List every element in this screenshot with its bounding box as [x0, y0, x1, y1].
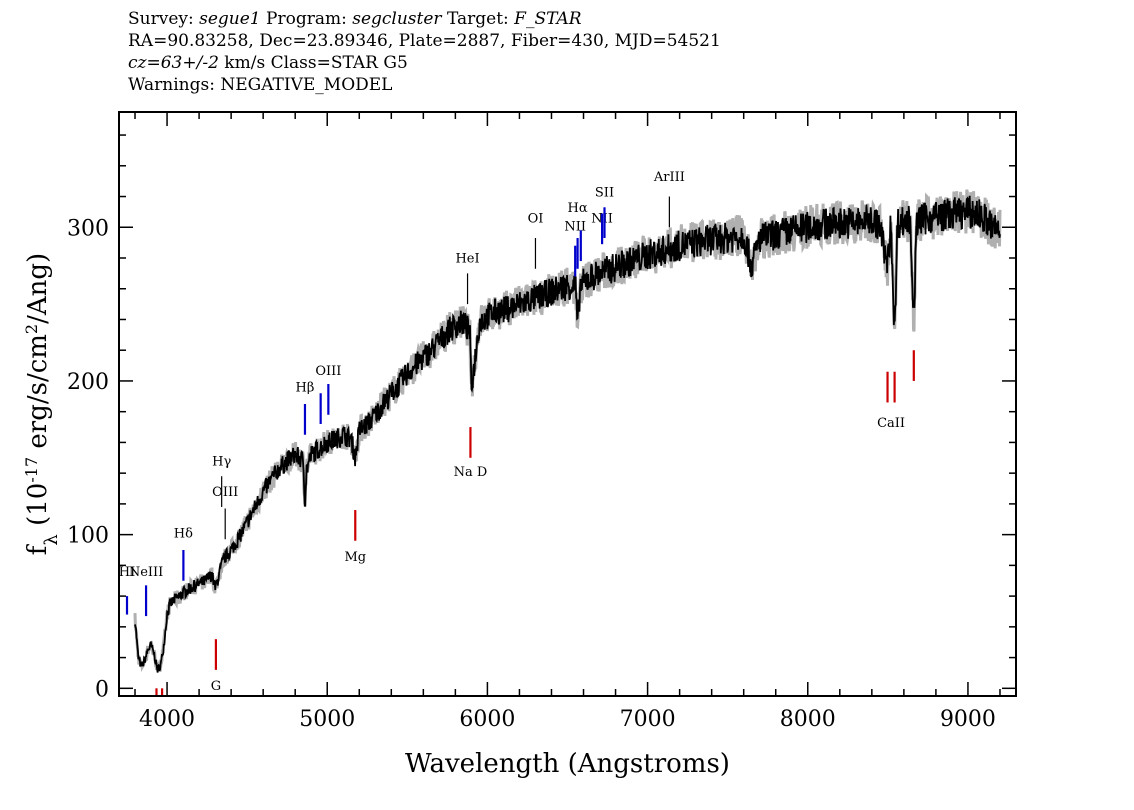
emission-line-label: Hδ — [174, 527, 193, 542]
emission-line-label: HI — [119, 565, 135, 580]
emission-line-label: Hα — [568, 201, 588, 216]
emission-line-label: SII — [595, 186, 614, 201]
flux-layer — [134, 195, 1001, 673]
x-tick-label: 5000 — [299, 707, 355, 732]
spectral-line-markers: HINeIIIHδHγOIIIHβOIIIHeIOINIIHαNIISIIArI… — [119, 170, 915, 696]
x-tick-label: 8000 — [780, 707, 836, 732]
spectrum-header: Survey: segue1 Program: segcluster Targe… — [128, 8, 721, 96]
x-tick-label: 4000 — [139, 707, 195, 732]
target-label: Target: — [446, 9, 509, 29]
target-value: F_STAR — [514, 9, 582, 29]
emission-line-label: OIII — [212, 485, 238, 500]
y-axis-title-part: /Ang) — [23, 253, 53, 324]
survey-value: segue1 — [199, 9, 261, 29]
y-axis-title-part: (10 — [23, 483, 53, 535]
y-tick-label: 100 — [67, 524, 109, 549]
absorption-line-label: Mg — [344, 550, 366, 565]
y-axis-title-part: -17 — [22, 457, 41, 483]
header-line-survey: Survey: segue1 Program: segcluster Targe… — [128, 8, 721, 30]
program-label: Program: — [266, 9, 347, 29]
y-axis-title-part: erg/s/cm — [23, 334, 53, 457]
absorption-line-label: CaII — [877, 416, 905, 431]
redshift-value: cz=63+/-2 — [128, 53, 219, 73]
y-tick-label: 0 — [95, 677, 109, 702]
y-tick-label: 200 — [67, 370, 109, 395]
emission-line-label: HeI — [455, 252, 479, 267]
axis-ticks — [119, 112, 1016, 696]
header-line-redshift: cz=63+/-2 km/s Class=STAR G5 — [128, 52, 721, 74]
model-curve — [133, 189, 1002, 673]
survey-label: Survey: — [128, 9, 194, 29]
program-value: segcluster — [352, 9, 442, 29]
y-axis-title: fλ (10-17 erg/s/cm2/Ang) — [22, 253, 62, 555]
y-axis-title-part: λ — [41, 534, 62, 545]
emission-line-label: NII — [591, 212, 613, 227]
emission-line-label: Hγ — [212, 454, 231, 469]
emission-line-label: Hβ — [296, 381, 315, 396]
y-tick-label: 300 — [67, 216, 109, 241]
header-line-coordinates: RA=90.83258, Dec=23.89346, Plate=2887, F… — [128, 31, 721, 51]
emission-line-label: NeIII — [129, 565, 163, 580]
flux-curve — [134, 195, 1001, 673]
emission-line-label: OI — [528, 212, 544, 227]
absorption-line-label: Na D — [454, 465, 488, 480]
plot-frame — [118, 111, 1017, 697]
header-line-warnings: Warnings: NEGATIVE_MODEL — [128, 75, 393, 95]
y-axis-title-part: 2 — [22, 324, 41, 334]
emission-line-label: ArIII — [653, 170, 685, 185]
x-axis-title: Wavelength (Angstroms) — [405, 749, 730, 779]
emission-line-label: OIII — [315, 364, 341, 379]
x-tick-label: 9000 — [940, 707, 996, 732]
x-tick-label: 6000 — [459, 707, 515, 732]
model-layer — [133, 189, 1002, 673]
y-axis-title-part: f — [23, 543, 53, 555]
axis-tick-labels: 4000 5000 6000 7000 8000 9000 0 100 200 300 — [67, 216, 996, 732]
class-text: km/s Class=STAR G5 — [218, 53, 408, 73]
emission-line-label: NII — [564, 219, 586, 234]
x-tick-label: 7000 — [620, 707, 676, 732]
absorption-line-label: G — [211, 679, 221, 694]
